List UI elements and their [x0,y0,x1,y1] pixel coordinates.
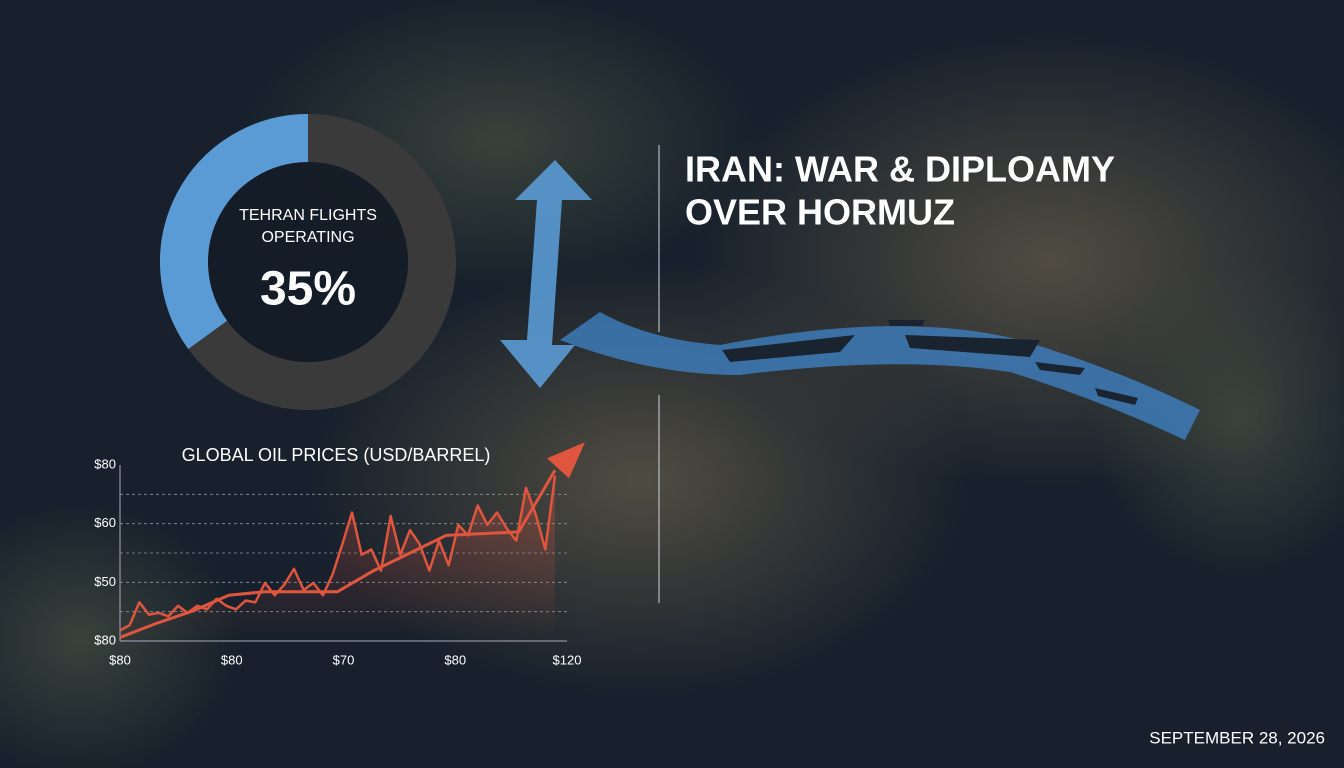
east-asia [1090,260,1344,580]
donut-value: 35% [260,263,356,316]
x-tick-label: $70 [333,652,355,667]
donut-center [208,162,408,362]
y-tick-label: $60 [94,515,116,530]
line [119,475,557,632]
donut-label: TEHRAN FLIGHTS [239,207,377,224]
donut-arc [160,114,309,349]
arrow-head [547,442,585,479]
title: IRAN: WAR & DIPLOAMY [685,149,1115,190]
date: SEPTEMBER 28, 2026 [1149,728,1325,747]
x-tick-label: $120 [553,652,582,667]
title: OVER HORMUZ [685,192,955,233]
chart-title: GLOBAL OIL PRICES (USD/BARREL) [182,445,491,465]
x-tick-label: $80 [221,652,243,667]
ships [722,320,1138,405]
donut-label: OPERATING [261,229,354,246]
y-tick-label: $50 [94,574,116,589]
double-arrow [500,160,592,388]
y-tick-label: $80 [94,632,116,647]
x-tick-label: $80 [109,652,131,667]
line [119,469,557,639]
x-tick-label: $80 [444,652,466,667]
y-tick-label: $80 [94,456,116,471]
area [120,475,555,641]
shipping-lane [560,312,1200,440]
